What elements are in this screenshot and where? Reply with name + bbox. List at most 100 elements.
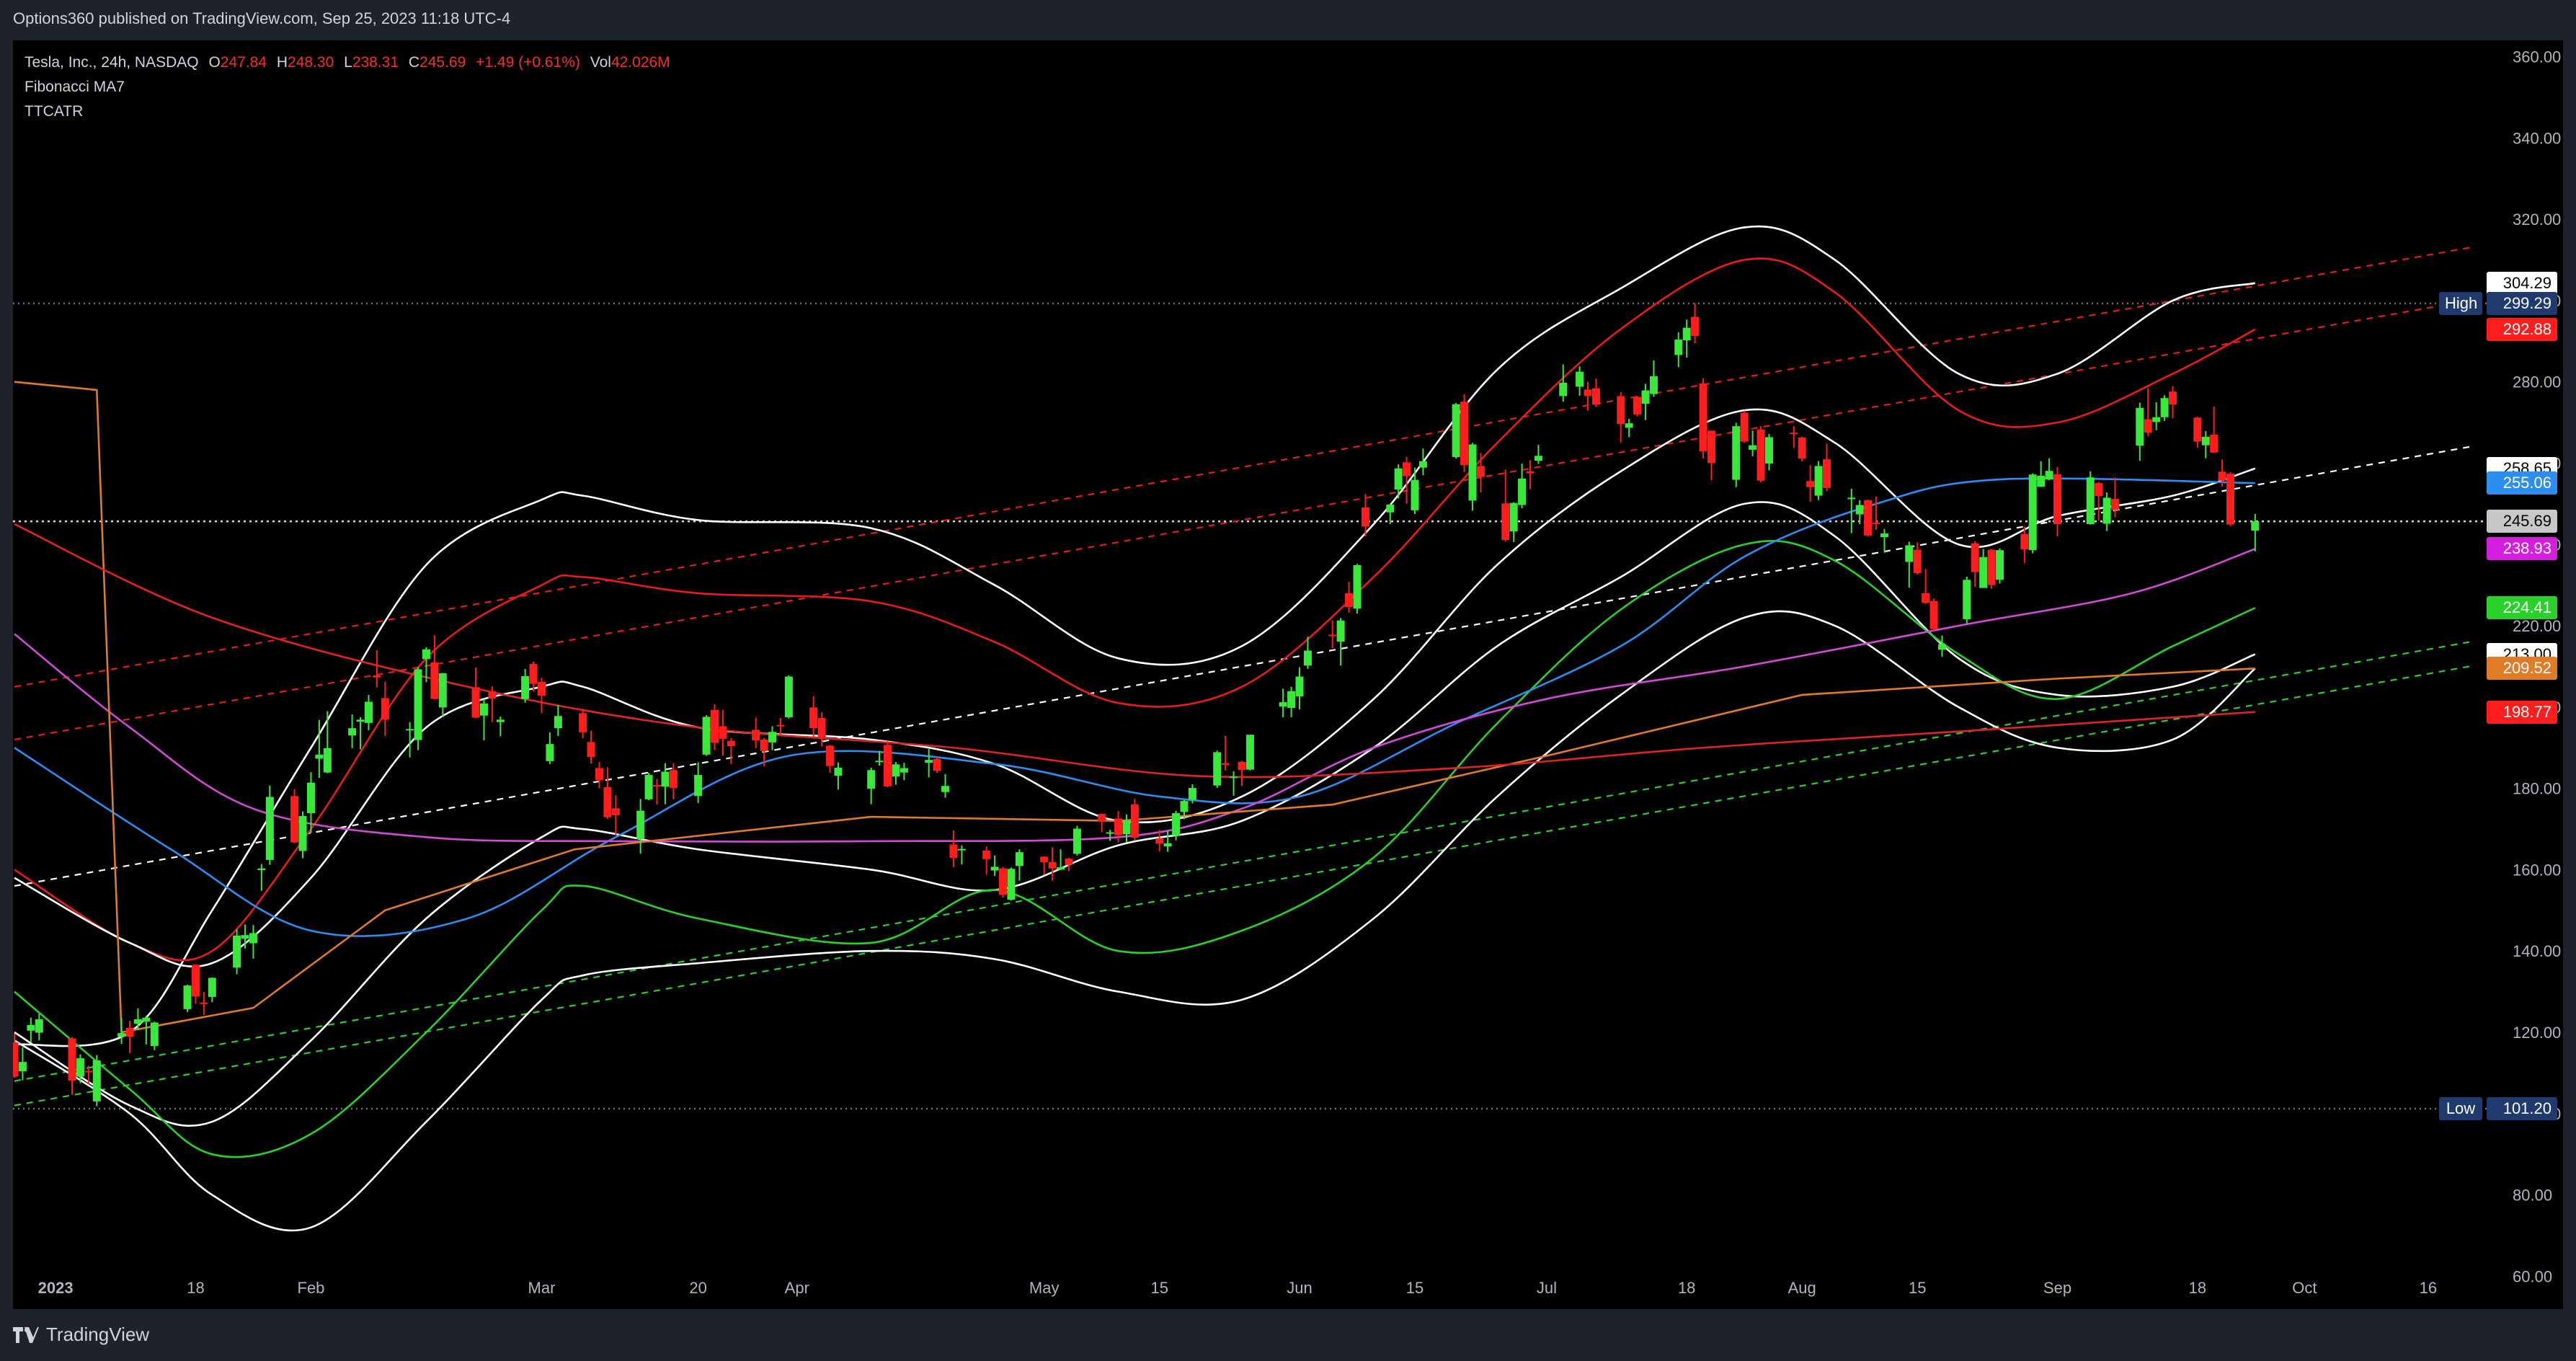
tradingview-logo[interactable]: TradingView (13, 1324, 149, 1346)
candle-body (669, 770, 678, 789)
candle (2020, 526, 2029, 564)
ma_magenta-line (14, 548, 2256, 843)
candle-body (1855, 505, 1864, 515)
candle (1987, 549, 1996, 589)
indicator-ttcatr[interactable]: TTCATR (25, 103, 84, 120)
candle-body (488, 691, 497, 699)
candle (430, 635, 439, 700)
volume-value: 42.026M (610, 54, 670, 71)
y-tick-label: 360.00 (2513, 48, 2561, 66)
candle-body (768, 732, 777, 742)
candle (1855, 500, 1864, 525)
candle (826, 745, 835, 773)
candle (1155, 830, 1164, 852)
candle (117, 1018, 126, 1045)
candle-body (1822, 459, 1831, 488)
candle (150, 1021, 159, 1050)
candle (2193, 417, 2202, 448)
x-tick-label: Aug (1788, 1279, 1816, 1297)
candle (1756, 426, 1765, 482)
candle (76, 1054, 84, 1083)
candle-body (554, 716, 562, 729)
price-tag: 292.88 (2487, 318, 2557, 342)
price-tag: 198.77 (2487, 700, 2557, 724)
candle (1476, 453, 1485, 493)
candle (1345, 582, 1354, 613)
candle (1295, 667, 1304, 710)
candle-body (521, 675, 530, 699)
candle-body (1674, 340, 1683, 355)
y-tick-label: 120.00 (2513, 1024, 2561, 1042)
candle (1098, 813, 1106, 833)
candle-body (1641, 390, 1650, 404)
y-tick-label: 320.00 (2513, 210, 2561, 229)
x-tick-label: 18 (1678, 1279, 1695, 1297)
candle (875, 750, 884, 766)
candle (1576, 366, 1584, 396)
candle-body (1295, 676, 1304, 697)
candle-body (1880, 533, 1889, 538)
candle-body (2053, 474, 2062, 525)
candle-body (1065, 859, 1073, 865)
candle (2053, 466, 2062, 536)
candle (13, 1033, 19, 1078)
candle-body (2193, 417, 2202, 442)
candle-body (2160, 398, 2169, 417)
candle (711, 704, 719, 750)
candle-body (1172, 813, 1181, 836)
candle-body (2152, 417, 2161, 422)
chart-panel[interactable]: 60.0080.00100.00120.00140.00160.00180.00… (13, 40, 2563, 1309)
indicator-fibonacci-ma7[interactable]: Fibonacci MA7 (25, 79, 125, 95)
y-tick-label: 340.00 (2513, 129, 2561, 147)
candle-body (298, 815, 307, 851)
candle-body (776, 724, 785, 727)
candle-body (1328, 634, 1337, 637)
candle-body (479, 703, 488, 716)
candle (595, 761, 603, 789)
candle-body (982, 850, 991, 859)
candle-body (1691, 316, 1700, 336)
candle (719, 709, 727, 756)
candle-body (1015, 852, 1023, 866)
candle-body (941, 786, 950, 792)
y-tick-label: 280.00 (2513, 373, 2561, 391)
y-tick-label: 60.00 (2513, 1267, 2552, 1285)
candle-body (784, 676, 793, 717)
candle (1065, 858, 1073, 872)
low-label: L (344, 54, 352, 71)
candle (1180, 799, 1189, 820)
candle-body (1345, 593, 1354, 608)
candle-body (1501, 503, 1510, 541)
candle (414, 667, 422, 750)
candle-body (1707, 430, 1715, 464)
candle (1732, 422, 1741, 487)
candle-body (1386, 505, 1395, 513)
red_dashed_upper-trendline (14, 247, 2470, 688)
candle (1872, 496, 1880, 530)
candle (784, 675, 793, 719)
candle-body (1230, 776, 1238, 779)
candle (208, 977, 216, 1003)
candle (2111, 477, 2120, 518)
candle-body (2095, 483, 2103, 497)
price-tag: 101.20 (2487, 1097, 2557, 1121)
candle-body (1905, 545, 1914, 562)
publish-bar: Options360 published on TradingView.com,… (0, 0, 2576, 40)
upper_red-line (14, 257, 2256, 962)
symbol-title[interactable]: Tesla, Inc., 24h, NASDAQ (25, 54, 199, 71)
candle-body (208, 977, 216, 997)
candle (768, 726, 777, 750)
candle (1403, 456, 1411, 504)
candle-body (900, 768, 908, 773)
candle (1625, 419, 1633, 438)
x-tick-label: Feb (298, 1279, 325, 1297)
price-tag: 304.29 (2487, 271, 2557, 295)
candle-body (142, 1017, 151, 1022)
price-tag: 238.93 (2487, 537, 2557, 561)
candle (323, 711, 332, 773)
price-chart[interactable]: 60.0080.00100.00120.00140.00160.00180.00… (13, 40, 2563, 1309)
candle-body (1913, 549, 1922, 573)
candle-body (2111, 499, 2120, 510)
candle-body (1929, 600, 1938, 629)
candle (2210, 407, 2219, 453)
